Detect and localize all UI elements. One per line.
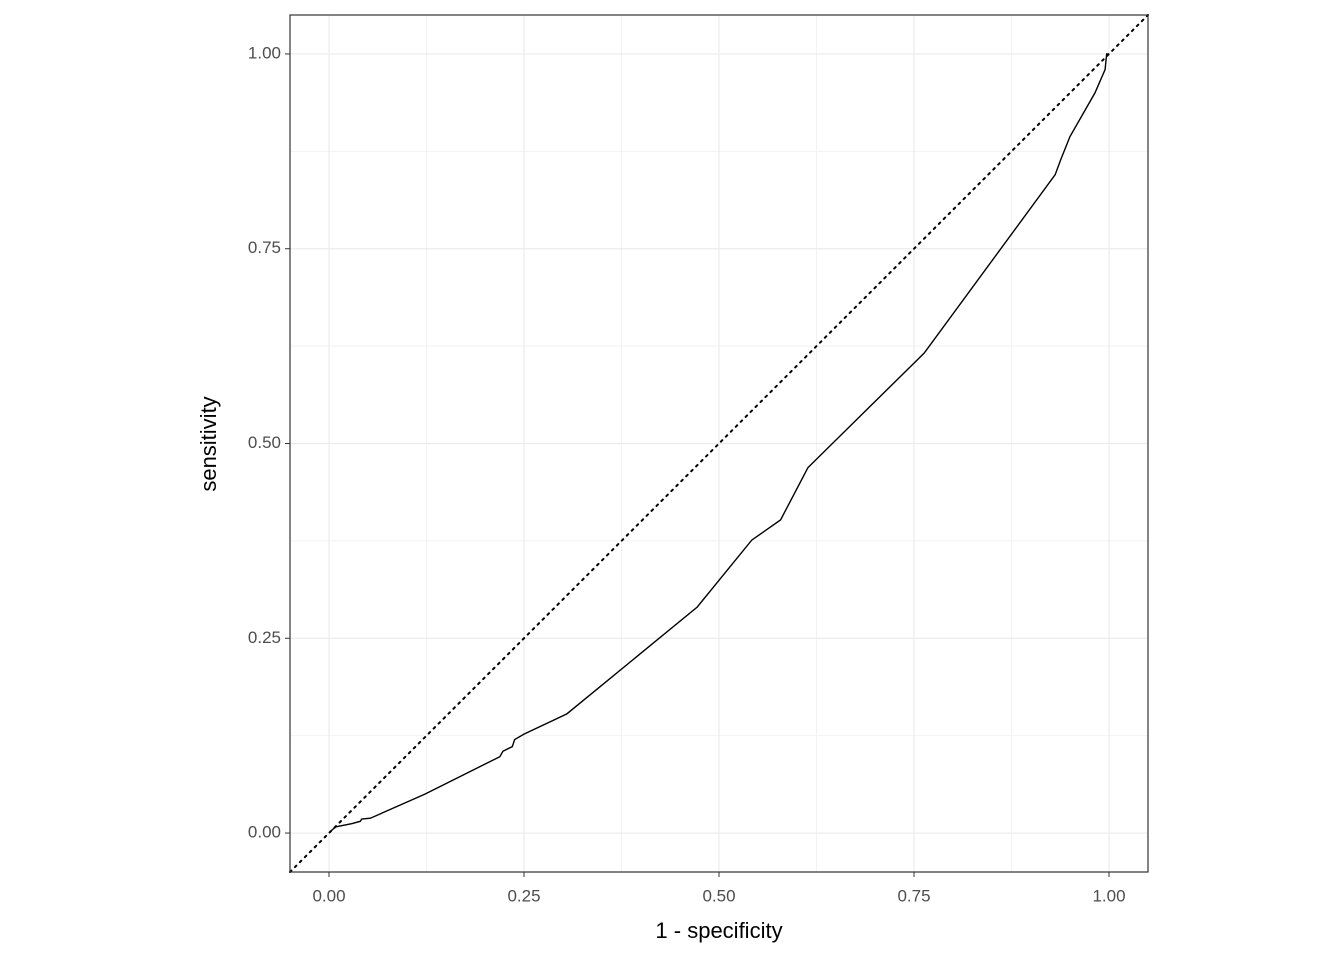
x-tick-label: 1.00 — [1092, 886, 1125, 905]
y-tick-label: 0.75 — [248, 238, 281, 257]
x-tick-label: 0.25 — [507, 886, 540, 905]
y-tick-label: 0.00 — [248, 823, 281, 842]
y-tick-label: 0.25 — [248, 628, 281, 647]
y-axis-title: sensitivity — [196, 396, 221, 491]
y-tick-label: 1.00 — [248, 43, 281, 62]
x-tick-label: 0.50 — [702, 886, 735, 905]
reference-diagonal — [289, 14, 1149, 873]
roc-curve — [328, 53, 1109, 834]
panel-border — [289, 14, 1149, 873]
x-tick-label: 0.00 — [312, 886, 345, 905]
x-axis-title: 1 - specificity — [655, 918, 782, 943]
y-tick-label: 0.50 — [248, 433, 281, 452]
x-tick-label: 0.75 — [897, 886, 930, 905]
